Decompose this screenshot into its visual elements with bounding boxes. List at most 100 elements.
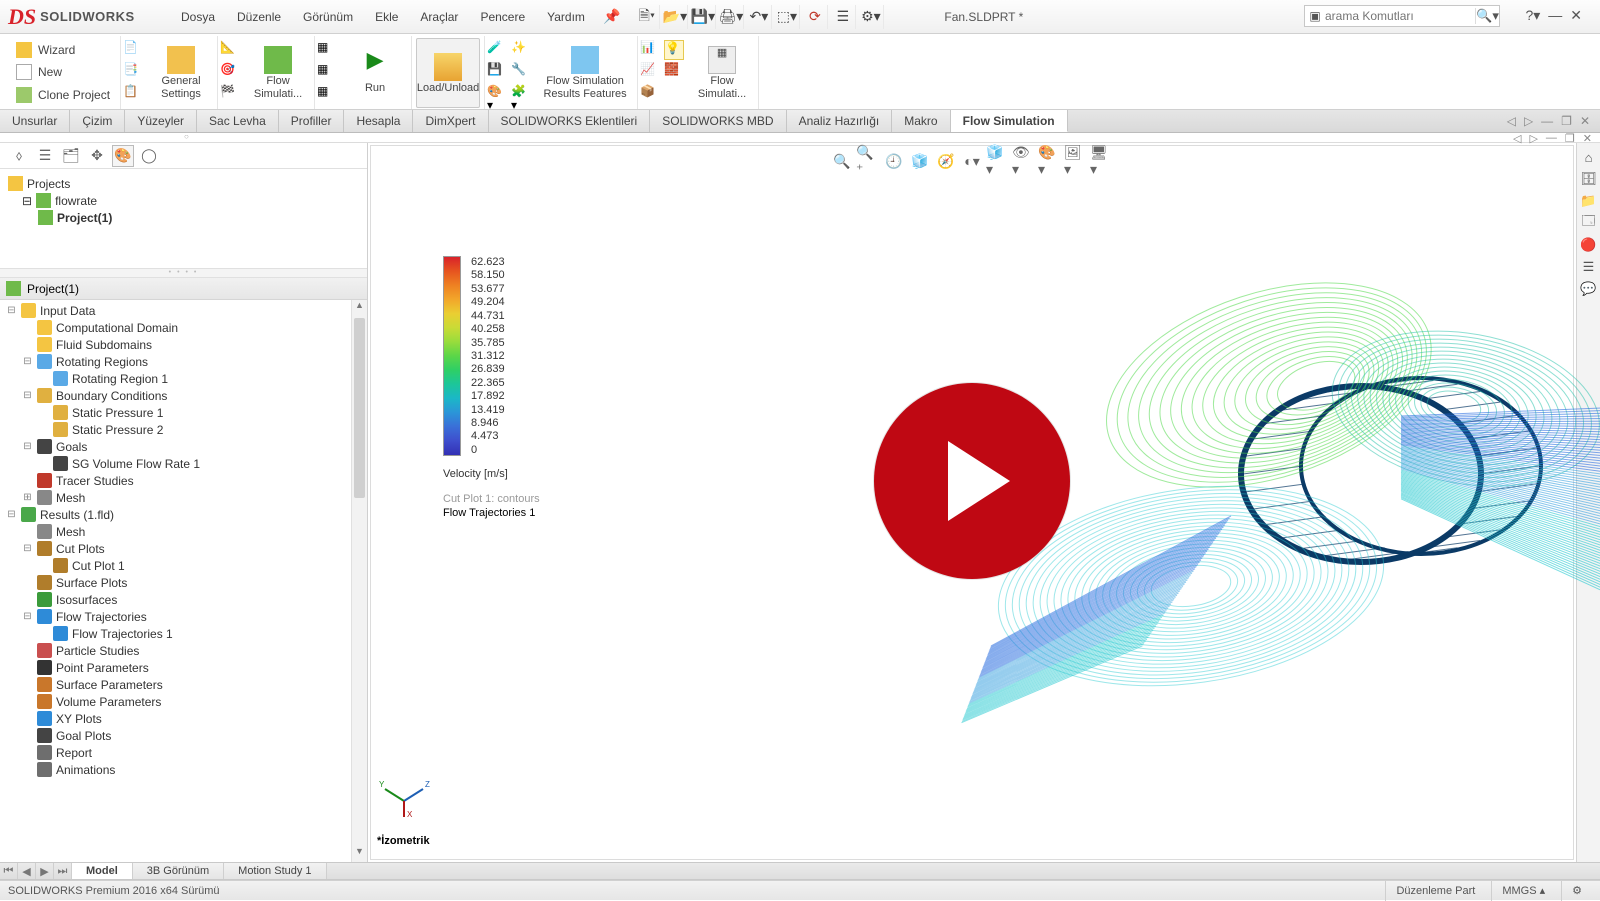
play-button[interactable] bbox=[874, 383, 1070, 579]
tree-node[interactable]: Point Parameters bbox=[6, 659, 367, 676]
ribbon-small-icon[interactable]: ▦ bbox=[317, 40, 337, 60]
feature-tab[interactable]: Unsurlar bbox=[0, 110, 70, 132]
flow-simulation-2-button[interactable]: ▦Flow Simulati... bbox=[690, 38, 754, 108]
render-icon[interactable]: 🖼▾ bbox=[1064, 150, 1088, 172]
tree-node[interactable]: SG Volume Flow Rate 1 bbox=[6, 455, 367, 472]
menu-view[interactable]: Görünüm bbox=[293, 6, 363, 28]
expand-icon[interactable]: ⊟ bbox=[6, 509, 17, 520]
help-icon[interactable]: ?▾ bbox=[1525, 7, 1540, 24]
home-icon[interactable]: ⌂ bbox=[1579, 147, 1599, 167]
tab-prev-icon[interactable]: ◀ bbox=[18, 863, 36, 879]
scroll-up-icon[interactable]: ▲ bbox=[352, 300, 367, 316]
tree-node[interactable]: Static Pressure 2 bbox=[6, 421, 367, 438]
search-input[interactable] bbox=[1325, 9, 1475, 23]
wizard-button[interactable]: Wizard bbox=[12, 40, 79, 60]
feature-tab[interactable]: Flow Simulation bbox=[951, 110, 1068, 132]
run-button[interactable]: ▶Run bbox=[343, 38, 407, 108]
ribbon-small-icon[interactable]: ✨ bbox=[511, 40, 531, 60]
tree-node[interactable]: Particle Studies bbox=[6, 642, 367, 659]
ribbon-small-icon[interactable]: 📋 bbox=[123, 84, 143, 104]
zoom-area-icon[interactable]: 🔍⁺ bbox=[856, 150, 880, 172]
ribbon-small-icon[interactable]: 📦 bbox=[640, 84, 660, 104]
panel-tab-icon[interactable]: 🗂 bbox=[60, 145, 82, 167]
ribbon-small-icon[interactable]: 📈 bbox=[640, 62, 660, 82]
tree-node[interactable]: Tracer Studies bbox=[6, 472, 367, 489]
appearance-icon[interactable]: 🎨▾ bbox=[1038, 150, 1062, 172]
bottom-tab[interactable]: Motion Study 1 bbox=[224, 863, 326, 879]
tree-node[interactable]: ⊟Flow Trajectories bbox=[6, 608, 367, 625]
ribbon-small-icon[interactable]: 💾 bbox=[487, 62, 507, 82]
panel-tab-icon[interactable]: ✥ bbox=[86, 145, 108, 167]
ribbon-small-icon[interactable]: 🧩▾ bbox=[511, 84, 531, 104]
ribbon-small-icon[interactable]: 🔧 bbox=[511, 62, 531, 82]
tree-node[interactable]: Rotating Region 1 bbox=[6, 370, 367, 387]
ribbon-small-icon[interactable]: 📄 bbox=[123, 40, 143, 60]
tree-node[interactable]: ⊟Rotating Regions bbox=[6, 353, 367, 370]
tree-node[interactable]: ⊟Input Data bbox=[6, 302, 367, 319]
scroll-down-icon[interactable]: ▼ bbox=[352, 846, 367, 862]
scene-icon[interactable]: 👁▾ bbox=[1012, 150, 1036, 172]
mdi-close-icon[interactable]: ✕ bbox=[1583, 132, 1592, 145]
panel-tab-icon[interactable]: ☰ bbox=[34, 145, 56, 167]
tree-node[interactable]: ⊟Goals bbox=[6, 438, 367, 455]
ribbon-small-icon[interactable]: 📊 bbox=[640, 40, 660, 60]
feature-tab[interactable]: Analiz Hazırlığı bbox=[787, 110, 893, 132]
feature-tab[interactable]: Hesapla bbox=[344, 110, 413, 132]
tree-node[interactable]: ⊞Mesh bbox=[6, 489, 367, 506]
tree-node[interactable]: ⊟Cut Plots bbox=[6, 540, 367, 557]
ribbon-small-icon[interactable]: 🎯 bbox=[220, 62, 240, 82]
search-icon[interactable]: 🔍▾ bbox=[1475, 8, 1499, 24]
new-button[interactable]: New bbox=[12, 62, 66, 82]
zoom-fit-icon[interactable]: 🔍 bbox=[830, 150, 854, 172]
status-gear-icon[interactable]: ⚙ bbox=[1561, 881, 1592, 901]
tree-node[interactable]: Computational Domain bbox=[6, 319, 367, 336]
panel-tab-icon[interactable]: ◯ bbox=[138, 145, 160, 167]
expand-icon[interactable]: ⊟ bbox=[22, 611, 33, 622]
qat-rebuild-icon[interactable]: ⟳ bbox=[802, 5, 828, 29]
ribbon-small-icon[interactable]: 🧪 bbox=[487, 40, 507, 60]
tree-node[interactable]: Volume Parameters bbox=[6, 693, 367, 710]
tree-node[interactable]: Goal Plots bbox=[6, 727, 367, 744]
tree-node[interactable]: Static Pressure 1 bbox=[6, 404, 367, 421]
bottom-tab[interactable]: Model bbox=[72, 863, 133, 879]
study-name[interactable]: flowrate bbox=[55, 194, 97, 208]
tab-first-icon[interactable]: ⏮ bbox=[0, 863, 18, 879]
qat-select-icon[interactable]: ⬚▾ bbox=[774, 5, 800, 29]
ribbon-small-icon[interactable]: 🧱 bbox=[664, 62, 684, 82]
tab-next-icon[interactable]: ▶ bbox=[36, 863, 54, 879]
panel-window-icon[interactable]: ✕ bbox=[1580, 114, 1590, 128]
section-view-icon[interactable]: 🧊 bbox=[908, 150, 932, 172]
panel-tab-icon[interactable]: ⬨ bbox=[8, 145, 30, 167]
ribbon-small-icon[interactable]: 💡 bbox=[664, 40, 684, 60]
bottom-tab[interactable]: 3B Görünüm bbox=[133, 863, 224, 879]
ribbon-small-icon[interactable]: 📑 bbox=[123, 62, 143, 82]
status-units[interactable]: MMGS ▴ bbox=[1491, 881, 1555, 901]
scroll-thumb[interactable] bbox=[354, 318, 365, 498]
expand-icon[interactable]: ⊞ bbox=[22, 492, 33, 503]
screen-icon[interactable]: 🖥▾ bbox=[1090, 150, 1114, 172]
project-name[interactable]: Project(1) bbox=[57, 211, 112, 225]
command-search[interactable]: ▣ 🔍▾ bbox=[1304, 5, 1500, 27]
qat-options-icon[interactable]: ☰ bbox=[830, 5, 856, 29]
display-style-icon[interactable]: ◐▾ bbox=[960, 150, 984, 172]
expand-icon[interactable]: ⊟ bbox=[6, 305, 17, 316]
splitter-strip[interactable] bbox=[0, 133, 1600, 143]
qat-print-icon[interactable]: 🖨▾ bbox=[718, 5, 744, 29]
tree-node[interactable]: ⊟Boundary Conditions bbox=[6, 387, 367, 404]
graphics-area[interactable]: 🔍 🔍⁺ 🕘 🧊 🧭 ◐▾ 🧊▾ 👁▾ 🎨▾ 🖼▾ 🖥▾ 62.62358.15… bbox=[370, 145, 1574, 860]
menu-help[interactable]: Yardım bbox=[537, 6, 595, 28]
menu-tools[interactable]: Araçlar bbox=[410, 6, 468, 28]
expand-icon[interactable]: ⊟ bbox=[22, 356, 33, 367]
flow-simulation-button[interactable]: Flow Simulati... bbox=[246, 38, 310, 108]
clone-project-button[interactable]: Clone Project bbox=[12, 85, 114, 105]
view-orient-icon[interactable]: 🧭 bbox=[934, 150, 958, 172]
expand-icon[interactable]: ⊟ bbox=[22, 194, 32, 208]
tree-node[interactable]: Surface Parameters bbox=[6, 676, 367, 693]
qat-save-icon[interactable]: 💾▾ bbox=[690, 5, 716, 29]
library-icon[interactable]: 📁 bbox=[1579, 191, 1599, 211]
expand-icon[interactable]: ⊟ bbox=[22, 390, 33, 401]
qat-settings-icon[interactable]: ⚙▾ bbox=[858, 5, 884, 29]
results-features-button[interactable]: Flow Simulation Results Features bbox=[537, 38, 633, 108]
hide-show-icon[interactable]: 🧊▾ bbox=[986, 150, 1010, 172]
qat-undo-icon[interactable]: ↶▾ bbox=[746, 5, 772, 29]
